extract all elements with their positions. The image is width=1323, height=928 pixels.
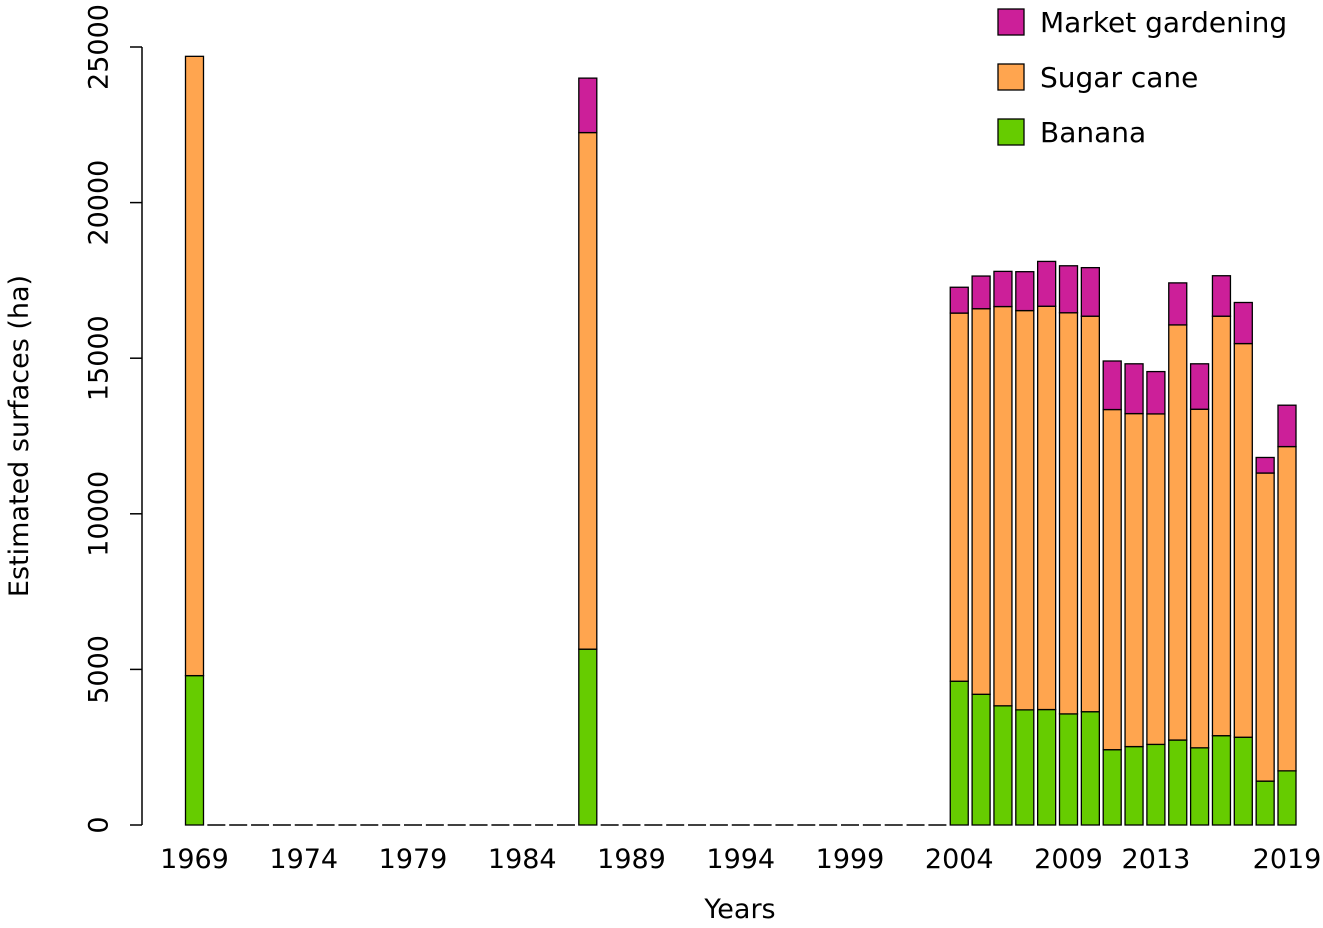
- bar-segment-banana-2004: [949, 680, 969, 826]
- bar-segment-banana-2015: [1189, 747, 1210, 826]
- bar-segment-banana-2006: [993, 705, 1013, 826]
- x-tick-label: 1969: [160, 844, 229, 875]
- bar-segment-banana-2019: [1277, 770, 1297, 826]
- bar-segment-sugar-cane-2014: [1168, 324, 1188, 741]
- bar-segment-market-gardening-2005: [971, 275, 991, 310]
- bar-segment-market-gardening-2017: [1233, 301, 1253, 345]
- bar-segment-sugar-cane-1969: [184, 55, 205, 677]
- bar-segment-banana-2012: [1124, 745, 1144, 826]
- bar-segment-sugar-cane-2006: [993, 305, 1013, 707]
- bar-segment-sugar-cane-2013: [1146, 413, 1166, 746]
- bar-segment-market-gardening-2014: [1168, 282, 1188, 326]
- bar-segment-sugar-cane-2009: [1058, 312, 1079, 715]
- bar-segment-market-gardening-2004: [949, 286, 969, 314]
- x-tick-label: 1979: [379, 844, 448, 875]
- bar-segment-sugar-cane-2008: [1037, 305, 1057, 711]
- bars-layer: [184, 55, 1297, 826]
- bar-segment-market-gardening-2019: [1277, 404, 1297, 448]
- x-tick-label: 1994: [706, 844, 775, 875]
- legend-swatch-banana: [997, 118, 1025, 146]
- y-tick-label: 5000: [83, 635, 114, 704]
- bar-segment-banana-1987: [578, 648, 598, 826]
- bar-segment-banana-2007: [1015, 709, 1035, 826]
- bar-segment-market-gardening-2010: [1080, 266, 1100, 317]
- y-tick-label: 0: [83, 816, 114, 833]
- bar-segment-sugar-cane-1987: [578, 131, 598, 650]
- bar-segment-banana-2011: [1102, 749, 1122, 826]
- bar-segment-market-gardening-2011: [1102, 360, 1122, 411]
- legend-swatch-market-gardening: [997, 8, 1025, 36]
- x-tick-label: 2019: [1253, 844, 1322, 875]
- bar-segment-sugar-cane-2011: [1102, 408, 1122, 751]
- y-axis-title: Estimated surfaces (ha): [4, 275, 35, 597]
- bar-segment-banana-2017: [1233, 736, 1253, 826]
- x-tick-label: 1974: [269, 844, 338, 875]
- legend-label-sugar-cane: Sugar cane: [1040, 61, 1198, 94]
- bar-segment-sugar-cane-2019: [1277, 445, 1297, 772]
- x-tick-label: 1989: [597, 844, 666, 875]
- x-axis: 1969 1974 1979 1984 1989 1994 1999 2004 2009 2013…: [160, 844, 1321, 875]
- bar-segment-sugar-cane-2018: [1255, 472, 1275, 782]
- bar-segment-sugar-cane-2005: [971, 308, 991, 695]
- bar-segment-banana-2014: [1168, 739, 1188, 826]
- legend: Market gardening Sugar cane Banana: [997, 6, 1287, 149]
- bar-segment-banana-2013: [1146, 743, 1166, 826]
- bar-segment-sugar-cane-2007: [1015, 309, 1035, 711]
- bar-segment-market-gardening-2009: [1058, 265, 1079, 314]
- y-tick-label: 25000: [83, 4, 114, 90]
- bar-segment-sugar-cane-2015: [1189, 408, 1210, 749]
- legend-swatch-sugar-cane: [997, 63, 1025, 91]
- bar-segment-market-gardening-2016: [1211, 275, 1232, 317]
- bar-segment-banana-2018: [1255, 780, 1275, 826]
- bar-segment-banana-2009: [1058, 713, 1079, 826]
- bar-segment-banana-2008: [1037, 708, 1057, 826]
- bar-segment-banana-1969: [184, 674, 205, 826]
- bar-segment-market-gardening-2018: [1255, 456, 1275, 474]
- bar-segment-banana-2005: [971, 693, 991, 826]
- bar-segment-banana-2010: [1080, 711, 1100, 826]
- bar-segment-sugar-cane-2012: [1124, 412, 1144, 748]
- bar-segment-banana-2016: [1211, 735, 1232, 826]
- bar-segment-sugar-cane-2004: [949, 312, 969, 682]
- x-tick-label: 2013: [1122, 844, 1191, 875]
- bar-segment-sugar-cane-2010: [1080, 315, 1100, 713]
- x-tick-label: 2009: [1034, 844, 1103, 875]
- bar-segment-market-gardening-2015: [1189, 363, 1210, 410]
- legend-label-banana: Banana: [1040, 116, 1146, 149]
- bar-segment-sugar-cane-2016: [1211, 315, 1232, 737]
- y-tick-label: 20000: [83, 160, 114, 246]
- x-tick-label: 1999: [816, 844, 885, 875]
- y-axis: 0 5000 10000 15000 20000 25000: [83, 4, 143, 834]
- bar-segment-sugar-cane-2017: [1233, 342, 1253, 738]
- x-axis-title: Years: [703, 894, 775, 925]
- y-tick-label: 15000: [83, 315, 114, 401]
- legend-label-market-gardening: Market gardening: [1040, 6, 1287, 39]
- bar-segment-market-gardening-2006: [993, 270, 1013, 308]
- bar-segment-market-gardening-2007: [1015, 271, 1035, 312]
- bar-segment-market-gardening-2012: [1124, 363, 1144, 415]
- y-tick-label: 10000: [83, 471, 114, 557]
- x-tick-label: 2004: [925, 844, 994, 875]
- bar-segment-market-gardening-2008: [1037, 260, 1057, 307]
- bar-segment-market-gardening-1987: [578, 77, 598, 134]
- bar-segment-market-gardening-2013: [1146, 370, 1166, 415]
- x-tick-label: 1984: [488, 844, 557, 875]
